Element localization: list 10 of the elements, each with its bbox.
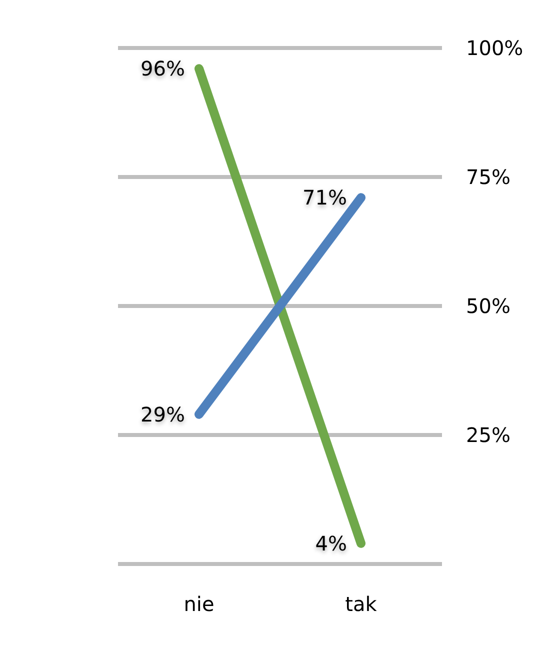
y-tick-label: 50%	[466, 294, 510, 318]
data-label: 96%	[140, 56, 185, 81]
data-label: 29%	[140, 402, 185, 426]
x-tick-label: tak	[345, 592, 378, 616]
y-tick-label: 25%	[466, 423, 510, 447]
y-tick-label: 100%	[466, 36, 524, 60]
y-tick-label: 75%	[466, 165, 510, 189]
data-label: 71%	[302, 186, 347, 210]
x-tick-label: nie	[184, 592, 214, 616]
data-label: 4%	[315, 531, 347, 556]
